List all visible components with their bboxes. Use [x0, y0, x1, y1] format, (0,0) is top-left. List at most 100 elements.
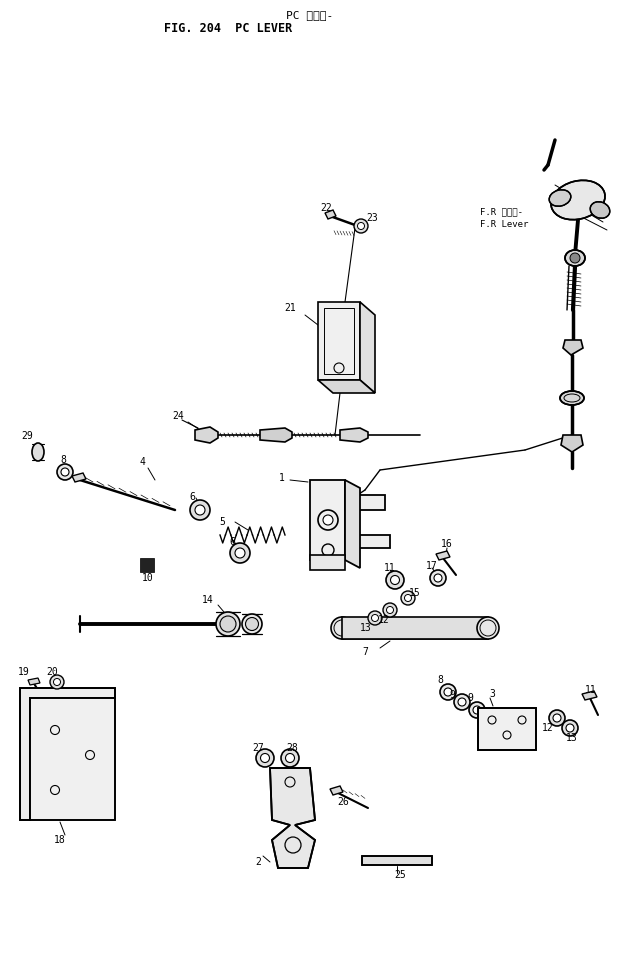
Polygon shape — [362, 856, 432, 865]
Circle shape — [256, 749, 274, 767]
Text: 28: 28 — [286, 743, 298, 753]
Circle shape — [387, 606, 394, 613]
Ellipse shape — [220, 616, 236, 632]
Text: 2: 2 — [255, 857, 261, 867]
Text: 3: 3 — [489, 689, 495, 699]
Text: 5: 5 — [219, 517, 225, 527]
Text: 14: 14 — [202, 595, 214, 605]
Circle shape — [383, 603, 397, 617]
Circle shape — [195, 505, 205, 515]
Circle shape — [440, 684, 456, 700]
Circle shape — [357, 222, 364, 229]
Ellipse shape — [245, 618, 259, 630]
Text: 9: 9 — [449, 690, 455, 700]
Polygon shape — [561, 435, 583, 452]
Polygon shape — [195, 427, 218, 443]
Bar — [140, 558, 154, 572]
Circle shape — [473, 706, 481, 714]
Text: 4: 4 — [139, 457, 145, 467]
Polygon shape — [72, 473, 86, 482]
Ellipse shape — [560, 391, 584, 405]
Polygon shape — [582, 691, 597, 700]
Circle shape — [553, 714, 561, 722]
Polygon shape — [345, 535, 390, 548]
Polygon shape — [345, 480, 360, 568]
Text: 10: 10 — [142, 573, 154, 583]
Bar — [478, 708, 536, 750]
Ellipse shape — [32, 443, 44, 461]
Text: 8: 8 — [60, 455, 66, 465]
Polygon shape — [310, 480, 345, 560]
Text: 26: 26 — [337, 797, 349, 807]
Text: F.R Lever: F.R Lever — [480, 220, 528, 228]
Circle shape — [454, 694, 470, 710]
Circle shape — [322, 544, 334, 556]
Polygon shape — [20, 688, 115, 820]
Text: 13: 13 — [360, 623, 372, 633]
Ellipse shape — [242, 614, 262, 634]
Text: 16: 16 — [441, 539, 453, 549]
Polygon shape — [345, 495, 385, 510]
Circle shape — [281, 749, 299, 767]
Polygon shape — [325, 210, 336, 219]
Circle shape — [566, 724, 574, 732]
Text: 18: 18 — [54, 835, 66, 845]
Text: 29: 29 — [21, 431, 33, 441]
Circle shape — [434, 574, 442, 582]
Ellipse shape — [549, 190, 571, 206]
Circle shape — [390, 575, 399, 584]
Circle shape — [318, 510, 338, 530]
Circle shape — [285, 753, 294, 763]
Text: 6: 6 — [229, 537, 235, 547]
Text: 8: 8 — [437, 675, 443, 685]
Ellipse shape — [565, 250, 585, 266]
Circle shape — [458, 698, 466, 706]
Polygon shape — [270, 768, 315, 868]
Polygon shape — [28, 678, 40, 685]
Circle shape — [50, 675, 64, 689]
Circle shape — [54, 679, 61, 686]
Circle shape — [57, 464, 73, 480]
Circle shape — [386, 571, 404, 589]
Polygon shape — [563, 340, 583, 355]
Circle shape — [469, 702, 485, 718]
Ellipse shape — [331, 617, 353, 639]
Circle shape — [61, 468, 69, 476]
Ellipse shape — [477, 617, 499, 639]
Circle shape — [404, 595, 412, 601]
Text: 24: 24 — [172, 411, 184, 421]
Polygon shape — [30, 698, 115, 820]
Text: 1: 1 — [279, 473, 285, 483]
Text: 11: 11 — [384, 563, 396, 573]
Circle shape — [354, 219, 368, 233]
Text: 27: 27 — [252, 743, 264, 753]
Polygon shape — [342, 617, 488, 639]
Text: PC レバー-: PC レバー- — [287, 10, 334, 20]
Circle shape — [235, 548, 245, 558]
Circle shape — [444, 688, 452, 696]
Text: 19: 19 — [18, 667, 30, 677]
Polygon shape — [310, 555, 345, 570]
Text: 15: 15 — [409, 588, 421, 598]
Text: 22: 22 — [320, 203, 332, 213]
Circle shape — [562, 720, 578, 736]
Circle shape — [570, 253, 580, 263]
Text: 25: 25 — [394, 870, 406, 880]
Circle shape — [323, 515, 333, 525]
Text: 9: 9 — [467, 693, 473, 703]
Polygon shape — [436, 551, 450, 560]
Polygon shape — [330, 786, 343, 795]
Circle shape — [430, 570, 446, 586]
Circle shape — [190, 500, 210, 520]
Circle shape — [401, 591, 415, 605]
Text: 17: 17 — [426, 561, 438, 571]
Text: 21: 21 — [284, 303, 296, 313]
Polygon shape — [260, 428, 292, 442]
Circle shape — [368, 611, 382, 625]
Bar — [478, 708, 536, 750]
Text: 11: 11 — [585, 685, 597, 695]
Text: FIG. 204  PC LEVER: FIG. 204 PC LEVER — [164, 22, 292, 35]
Ellipse shape — [551, 180, 605, 220]
Text: 6: 6 — [189, 492, 195, 502]
Circle shape — [261, 753, 269, 763]
